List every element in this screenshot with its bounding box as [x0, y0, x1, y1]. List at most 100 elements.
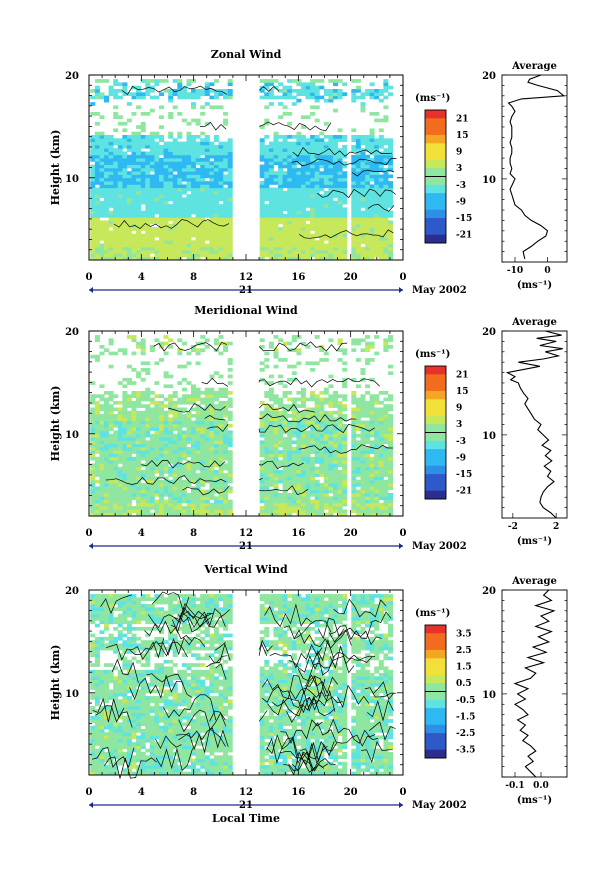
heatmap-cell — [122, 397, 128, 402]
heatmap-cell — [351, 210, 357, 215]
heatmap-cell — [328, 512, 334, 517]
heatmap-cell — [328, 194, 334, 198]
heatmap-cell — [204, 92, 210, 96]
heatmap-cell — [305, 246, 311, 251]
heatmap-cell — [204, 506, 210, 510]
heatmap-cell — [342, 486, 348, 491]
heatmap-cell — [259, 151, 265, 156]
heatmap-cell — [328, 446, 334, 451]
heatmap-cell — [200, 512, 206, 517]
heatmap-cell — [369, 243, 375, 248]
heatmap-cell — [172, 512, 178, 517]
heatmap-cell — [300, 135, 306, 139]
heatmap-cell — [310, 194, 316, 198]
heatmap-cell — [117, 423, 123, 428]
heatmap-cell — [172, 486, 178, 491]
heatmap-cell — [117, 82, 123, 87]
heatmap-cell — [94, 214, 100, 218]
heatmap-cell — [154, 450, 160, 454]
heatmap-cell — [278, 463, 284, 468]
heatmap-cell — [122, 404, 128, 408]
heatmap-cell — [117, 151, 123, 156]
heatmap-cell — [310, 174, 316, 179]
heatmap-cell — [328, 237, 334, 241]
heatmap-cell — [168, 92, 174, 96]
heatmap-cell — [213, 404, 219, 408]
heatmap-cell — [337, 138, 343, 142]
heatmap-cell — [310, 135, 316, 139]
heatmap-cell — [369, 174, 375, 179]
heatmap-cell — [126, 483, 132, 487]
heatmap-cell — [291, 463, 297, 468]
heatmap-cell — [351, 194, 357, 198]
heatmap-cell — [172, 184, 178, 189]
heatmap-cell — [136, 171, 142, 175]
heatmap-cell — [310, 391, 316, 395]
heatmap-cell — [223, 92, 229, 96]
heatmap-cell — [90, 197, 96, 202]
heatmap-cell — [305, 164, 311, 169]
heatmap-cell — [209, 479, 215, 484]
heatmap-cell — [204, 167, 210, 172]
heatmap-cell — [177, 499, 183, 504]
heatmap-cell — [388, 197, 393, 202]
heatmap-cell — [108, 420, 114, 425]
heatmap-cell — [218, 190, 224, 195]
heatmap-cell — [99, 453, 105, 458]
heatmap-cell — [209, 167, 215, 172]
heatmap-cell — [319, 489, 325, 494]
heatmap-cell — [200, 217, 206, 221]
heatmap-cell — [117, 509, 123, 514]
heatmap-cell — [300, 253, 306, 258]
heatmap-cell — [213, 194, 219, 198]
heatmap-cell — [140, 414, 146, 418]
heatmap-cell — [149, 187, 155, 192]
heatmap-cell — [351, 466, 357, 471]
heatmap-cell — [323, 92, 329, 96]
heatmap-cell — [168, 460, 174, 464]
heatmap-cell — [323, 253, 329, 258]
heatmap-cell — [388, 440, 393, 445]
heatmap-cell — [177, 414, 183, 418]
heatmap-cell — [337, 394, 343, 398]
heatmap-cell — [149, 453, 155, 458]
heatmap-cell — [378, 450, 384, 454]
heatmap-cell — [145, 420, 151, 425]
heatmap-cell — [186, 437, 192, 441]
heatmap-cell — [145, 89, 151, 93]
heatmap-cell — [278, 181, 284, 185]
heatmap-cell — [291, 243, 297, 248]
heatmap-cell — [209, 154, 215, 159]
heatmap-cell — [223, 240, 229, 244]
heatmap-cell — [172, 174, 178, 179]
heatmap-cell — [149, 420, 155, 425]
heatmap-cell — [177, 210, 183, 215]
heatmap-cell — [108, 135, 114, 139]
heatmap-cell — [314, 187, 320, 192]
heatmap-cell — [126, 489, 132, 494]
heatmap-cell — [319, 358, 325, 362]
heatmap-cell — [351, 240, 357, 244]
heatmap-cell — [310, 456, 316, 461]
heatmap-cell — [374, 453, 380, 458]
heatmap-cell — [136, 105, 142, 110]
heatmap-cell — [314, 105, 320, 110]
heatmap-cell — [99, 476, 105, 481]
heatmap-cell — [268, 141, 274, 146]
heatmap-cell — [278, 148, 284, 152]
heatmap-cell — [181, 240, 187, 244]
heatmap-cell — [181, 473, 187, 477]
heatmap-cell — [259, 197, 265, 202]
heatmap-cell — [136, 417, 142, 421]
heatmap-cell — [204, 463, 210, 468]
heatmap-cell — [126, 184, 132, 189]
heatmap-cell — [218, 400, 224, 405]
heatmap-cell — [351, 250, 357, 254]
heatmap-cell — [328, 440, 334, 445]
heatmap-cell — [323, 217, 329, 221]
heatmap-cell — [383, 414, 389, 418]
heatmap-cell — [90, 167, 96, 172]
heatmap-cell — [213, 427, 219, 431]
heatmap-cell — [278, 171, 284, 175]
heatmap-cell — [328, 92, 334, 96]
